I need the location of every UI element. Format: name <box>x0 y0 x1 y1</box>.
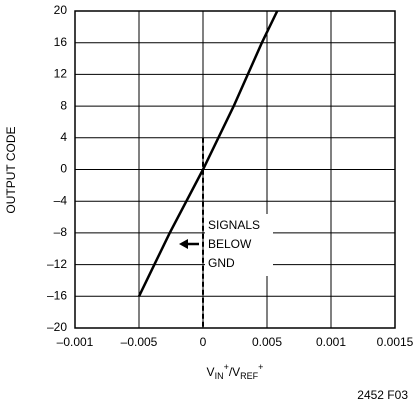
annotation-text: BELOW <box>208 237 252 251</box>
x-tick-label: 0.005 <box>252 335 282 349</box>
plot-border <box>74 10 396 329</box>
y-tick-label: 4 <box>60 130 67 144</box>
y-tick-label: –12 <box>47 257 67 271</box>
y-tick-label: 0 <box>60 162 67 176</box>
x-title-part: V <box>207 365 215 379</box>
x-title-part: IN <box>215 371 224 381</box>
y-axis-title: OUTPUT CODE <box>4 126 18 213</box>
y-tick-label: –20 <box>47 320 67 334</box>
x-title-part: + <box>258 362 263 372</box>
x-tick-label: 0 <box>200 335 207 349</box>
y-tick-label: 8 <box>60 98 67 112</box>
data-line <box>137 10 279 297</box>
x-title-part: + <box>224 362 229 372</box>
annotation-text: GND <box>208 256 235 270</box>
y-tick-label: –16 <box>47 288 67 302</box>
x-tick-label: –0.005 <box>121 335 158 349</box>
y-tick-label: 16 <box>54 35 68 49</box>
y-tick-label: 20 <box>54 3 68 17</box>
y-tick-label: –4 <box>54 193 68 207</box>
y-tick-label: –8 <box>54 225 68 239</box>
footnote: 2452 F03 <box>357 388 408 402</box>
arrow-head <box>179 239 188 249</box>
x-tick-label: 0.0015 <box>377 335 414 349</box>
x-tick-label: –0.001 <box>57 335 94 349</box>
x-tick-label: 0.001 <box>316 335 346 349</box>
y-tick-label: 12 <box>54 67 68 81</box>
x-title-part: REF <box>240 371 259 381</box>
x-axis-title: VIN+/VREF+ <box>207 362 264 381</box>
annotation-text: SIGNALS <box>208 218 260 232</box>
annotation-box <box>205 214 273 276</box>
x-title-part: /V <box>229 365 240 379</box>
